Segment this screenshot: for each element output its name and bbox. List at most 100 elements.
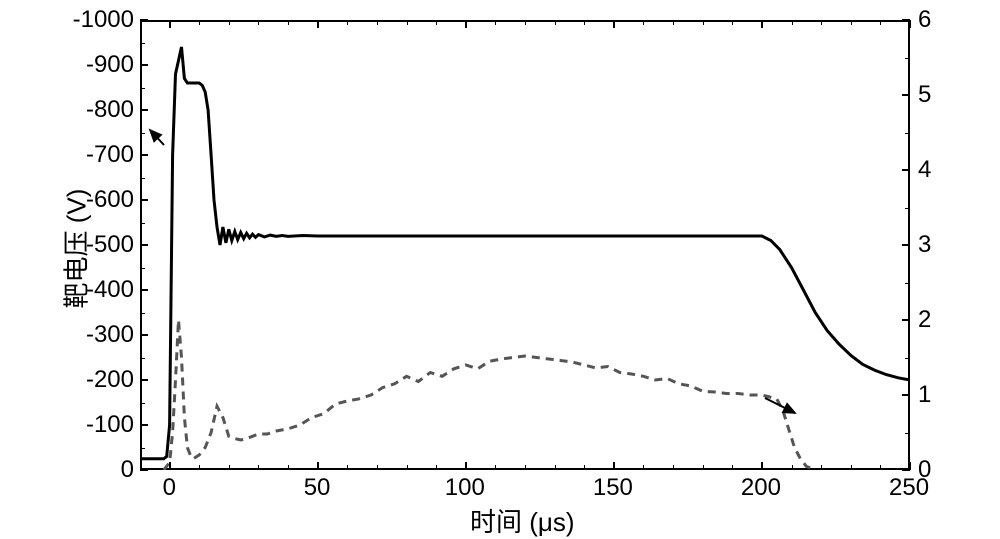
x-minor-tick xyxy=(880,20,881,25)
y-right-tick xyxy=(902,94,910,96)
x-tick xyxy=(909,20,911,28)
x-minor-tick xyxy=(821,465,822,470)
x-minor-tick xyxy=(555,20,556,25)
x-tick xyxy=(169,20,171,28)
x-minor-tick xyxy=(732,20,733,25)
y-left-tick-label: -400 xyxy=(64,276,134,304)
x-tick xyxy=(317,462,319,470)
x-minor-tick xyxy=(347,20,348,25)
y-left-tick-label: -1000 xyxy=(64,6,134,34)
chart-lines xyxy=(0,0,1000,537)
x-minor-tick xyxy=(643,465,644,470)
x-minor-tick xyxy=(407,465,408,470)
x-tick xyxy=(761,462,763,470)
x-minor-tick xyxy=(703,20,704,25)
y-left-minor-tick xyxy=(140,448,145,449)
y-left-tick xyxy=(140,379,148,381)
x-minor-tick xyxy=(555,465,556,470)
x-minor-tick xyxy=(643,20,644,25)
y-right-tick-label: 0 xyxy=(918,456,931,484)
y-left-minor-tick xyxy=(140,223,145,224)
x-minor-tick xyxy=(851,465,852,470)
y-left-tick xyxy=(140,64,148,66)
x-tick-label: 200 xyxy=(741,474,781,502)
x-tick xyxy=(465,462,467,470)
indicator-arrow xyxy=(150,130,164,145)
x-minor-tick xyxy=(525,465,526,470)
indicator-arrow xyxy=(765,398,795,413)
y-right-tick-label: 1 xyxy=(918,381,931,409)
y-left-tick xyxy=(140,199,148,201)
x-minor-tick xyxy=(584,465,585,470)
y-left-tick-label: -700 xyxy=(64,141,134,169)
x-minor-tick xyxy=(703,465,704,470)
x-minor-tick xyxy=(495,465,496,470)
x-tick xyxy=(317,20,319,28)
y-right-tick-label: 2 xyxy=(918,306,931,334)
y-left-minor-tick xyxy=(140,43,145,44)
y-right-tick xyxy=(902,244,910,246)
x-minor-tick xyxy=(377,465,378,470)
y-left-tick-label: -500 xyxy=(64,231,134,259)
y-left-minor-tick xyxy=(140,313,145,314)
x-minor-tick xyxy=(229,20,230,25)
y-right-tick xyxy=(902,469,910,471)
y-right-tick-label: 5 xyxy=(918,81,931,109)
y-left-tick-label: -800 xyxy=(64,96,134,124)
series-voltage xyxy=(140,47,910,459)
y-right-tick-label: 6 xyxy=(918,6,931,34)
y-left-tick xyxy=(140,289,148,291)
x-minor-tick xyxy=(673,465,674,470)
y-left-minor-tick xyxy=(140,358,145,359)
x-minor-tick xyxy=(288,20,289,25)
y-right-minor-tick xyxy=(905,283,910,284)
y-right-tick-label: 3 xyxy=(918,231,931,259)
y-left-tick-label: -300 xyxy=(64,321,134,349)
x-minor-tick xyxy=(436,20,437,25)
y-right-minor-tick xyxy=(905,208,910,209)
y-left-tick xyxy=(140,109,148,111)
x-minor-tick xyxy=(258,20,259,25)
x-minor-tick xyxy=(792,465,793,470)
y-left-tick-label: -100 xyxy=(64,411,134,439)
x-tick-label: 150 xyxy=(593,474,633,502)
x-minor-tick xyxy=(229,465,230,470)
x-minor-tick xyxy=(347,465,348,470)
dual-axis-line-chart: 靶电压 (V) 靶电流 (A) 时间 (μs) 0501001502002500… xyxy=(0,0,1000,537)
x-tick xyxy=(761,20,763,28)
y-left-tick xyxy=(140,19,148,21)
x-minor-tick xyxy=(258,465,259,470)
y-left-minor-tick xyxy=(140,178,145,179)
x-minor-tick xyxy=(199,20,200,25)
y-left-tick xyxy=(140,424,148,426)
x-tick-label: 50 xyxy=(304,474,331,502)
x-minor-tick xyxy=(584,20,585,25)
x-minor-tick xyxy=(673,20,674,25)
y-left-minor-tick xyxy=(140,133,145,134)
y-right-tick xyxy=(902,319,910,321)
x-minor-tick xyxy=(880,465,881,470)
y-left-tick xyxy=(140,244,148,246)
x-minor-tick xyxy=(436,465,437,470)
x-tick-label: 0 xyxy=(163,474,176,502)
x-tick-label: 100 xyxy=(445,474,485,502)
y-right-tick xyxy=(902,394,910,396)
x-tick xyxy=(465,20,467,28)
x-minor-tick xyxy=(377,20,378,25)
x-minor-tick xyxy=(525,20,526,25)
y-left-minor-tick xyxy=(140,88,145,89)
x-minor-tick xyxy=(407,20,408,25)
y-left-tick-label: -900 xyxy=(64,51,134,79)
y-right-tick xyxy=(902,19,910,21)
y-right-minor-tick xyxy=(905,433,910,434)
x-minor-tick xyxy=(495,20,496,25)
y-left-tick-label: -200 xyxy=(64,366,134,394)
x-minor-tick xyxy=(821,20,822,25)
x-tick xyxy=(613,20,615,28)
y-left-tick-label: -600 xyxy=(64,186,134,214)
y-right-minor-tick xyxy=(905,58,910,59)
y-right-minor-tick xyxy=(905,133,910,134)
y-left-tick xyxy=(140,154,148,156)
x-minor-tick xyxy=(288,465,289,470)
x-tick xyxy=(169,462,171,470)
